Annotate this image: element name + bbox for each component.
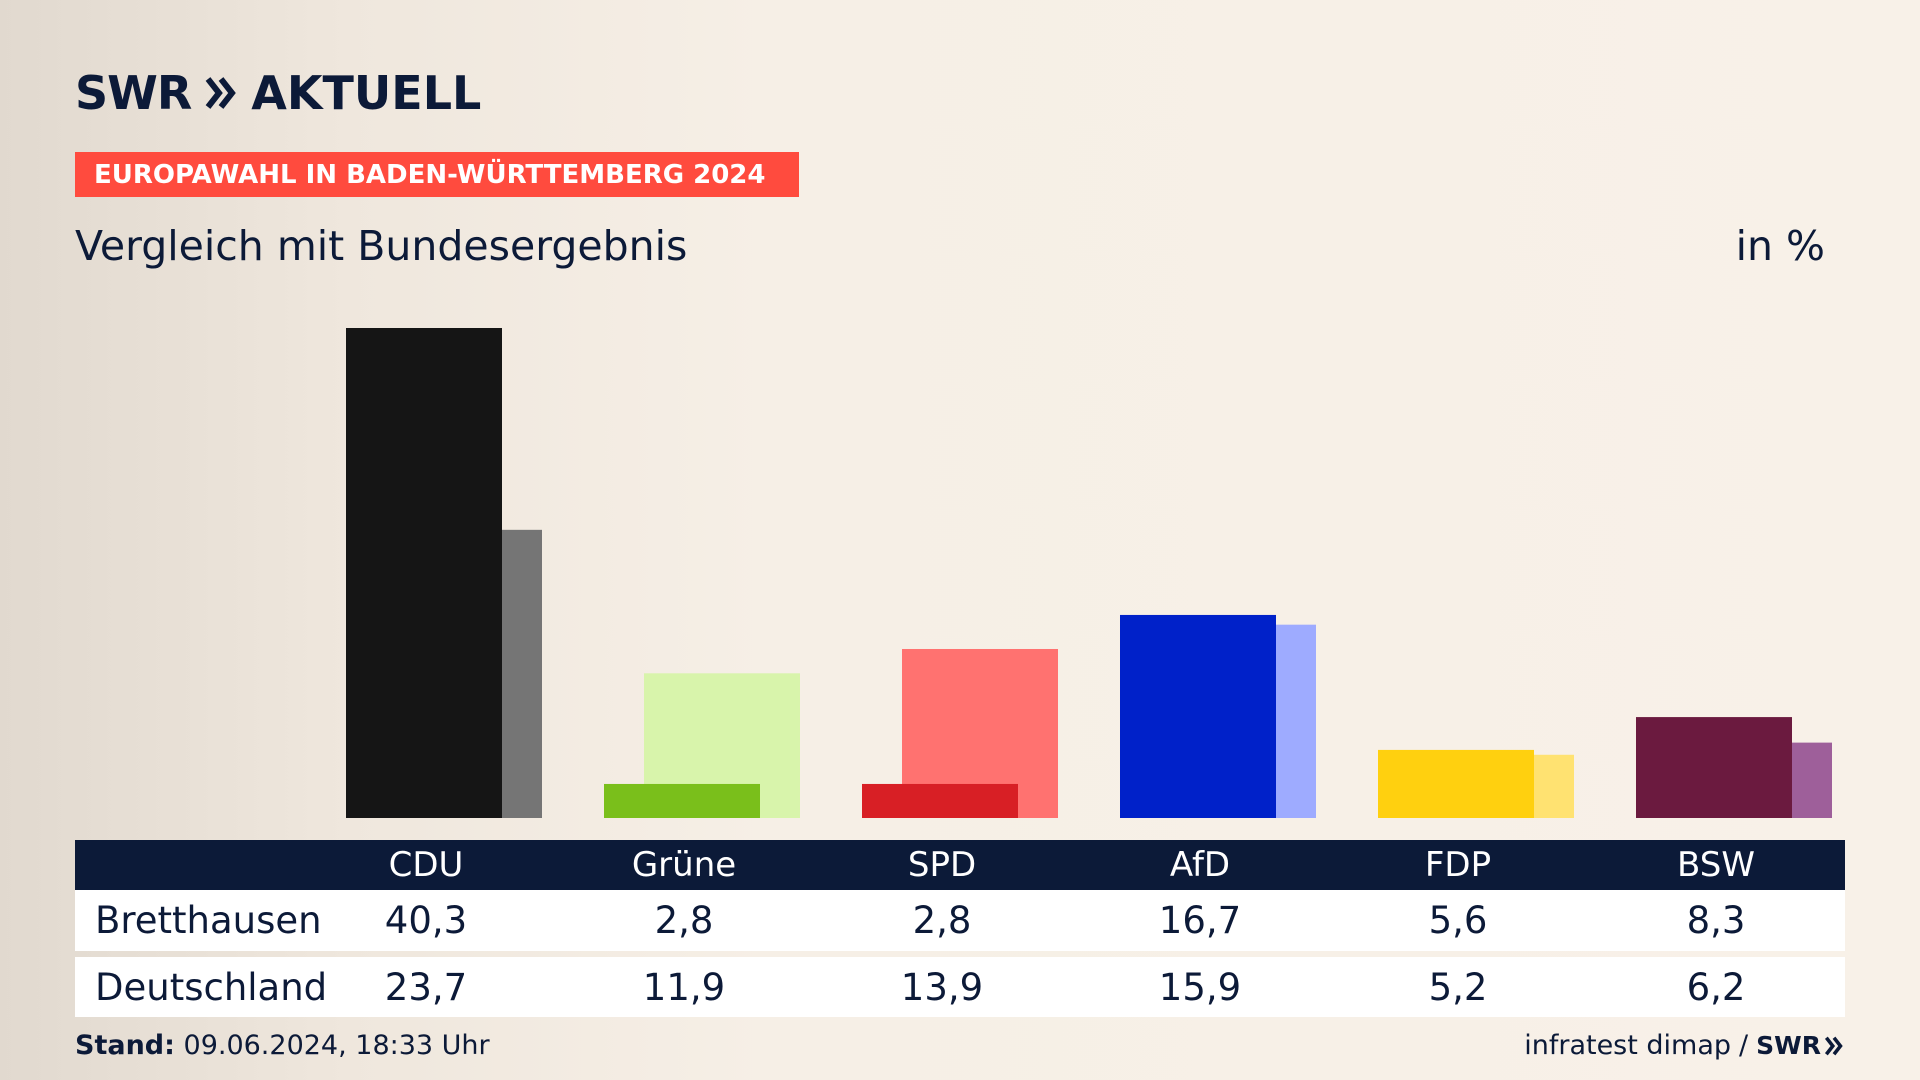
- value-cell: 2,8: [654, 899, 714, 942]
- value-cell: 6,2: [1686, 965, 1746, 1009]
- value-cell: 13,9: [900, 965, 984, 1009]
- table-row: Deutschland 23,7 11,9 13,9 15,9 5,2 6,2: [75, 957, 1845, 1017]
- bar-bretthausen-fdp: [1378, 749, 1534, 818]
- row-label: Bretthausen: [95, 899, 322, 942]
- source-separator: /: [1739, 1030, 1749, 1061]
- bar-bretthausen-cdu: [346, 328, 502, 818]
- row-label: Deutschland: [95, 965, 328, 1009]
- category-label: CDU: [388, 845, 464, 885]
- category-label: Grüne: [631, 845, 737, 885]
- category-label: BSW: [1677, 845, 1755, 885]
- swr-aktuell-logo: SWR AKTUELL: [75, 66, 481, 120]
- bar-bretthausen-bsw: [1636, 717, 1792, 818]
- logo-brand: SWR: [75, 66, 192, 120]
- chart-unit: in %: [1735, 222, 1825, 270]
- chevron-double-right-icon: [1824, 1036, 1843, 1055]
- election-badge: EUROPAWAHL IN BADEN-WÜRTTEMBERG 2024: [75, 152, 799, 197]
- value-cell: 23,7: [384, 965, 468, 1009]
- value-cell: 15,9: [1158, 965, 1242, 1009]
- source-name: infratest dimap: [1524, 1030, 1732, 1061]
- value-cell: 8,3: [1686, 899, 1746, 942]
- value-cell: 40,3: [384, 899, 468, 942]
- value-cell: 5,6: [1428, 899, 1488, 942]
- bar-bretthausen-spd: [862, 783, 1018, 818]
- bar-chart: [346, 328, 1832, 818]
- stand-label: Stand:: [75, 1030, 175, 1061]
- table-row: Bretthausen 40,3 2,8 2,8 16,7 5,6 8,3: [75, 890, 1845, 951]
- category-label: SPD: [907, 845, 977, 885]
- bar-bretthausen-afd: [1120, 614, 1276, 818]
- stand-value: 09.06.2024, 18:33 Uhr: [183, 1030, 490, 1061]
- value-cell: 11,9: [642, 965, 726, 1009]
- source-credit: infratest dimap / SWR: [1524, 1030, 1844, 1061]
- results-table: CDU Grüne SPD AfD FDP BSW Bretthausen 40,3 2,8…: [75, 840, 1845, 1017]
- value-cell: 16,7: [1158, 899, 1242, 942]
- bar-bretthausen-grüne: [604, 783, 760, 818]
- logo-app: AKTUELL: [251, 66, 482, 120]
- table-header: CDU Grüne SPD AfD FDP BSW: [75, 840, 1845, 890]
- footer-brand: SWR: [1756, 1031, 1821, 1060]
- value-cell: 2,8: [912, 899, 972, 942]
- category-label: FDP: [1424, 845, 1492, 885]
- footer-logo: SWR: [1756, 1031, 1844, 1060]
- timestamp: Stand: 09.06.2024, 18:33 Uhr: [75, 1030, 490, 1061]
- value-cell: 5,2: [1428, 965, 1488, 1009]
- chart-subtitle: Vergleich mit Bundesergebnis: [75, 222, 688, 270]
- category-label: AfD: [1169, 845, 1231, 885]
- chevron-double-right-icon: [205, 76, 237, 110]
